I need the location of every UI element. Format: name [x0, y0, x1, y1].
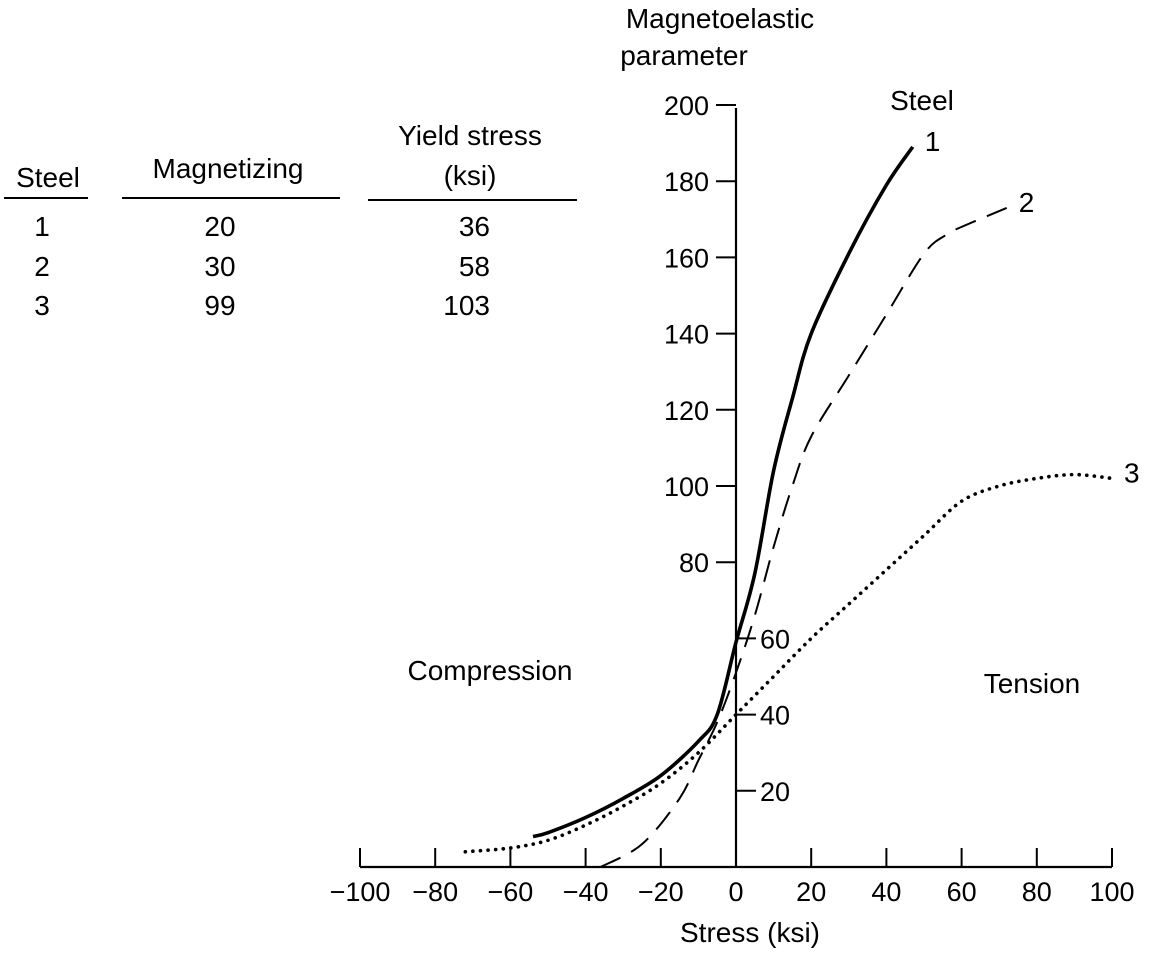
y-tick-label: 60: [760, 624, 790, 654]
table-cell-steel: 1: [34, 211, 50, 242]
x-tick-label: −60: [487, 877, 533, 907]
y-tick-label: 40: [760, 701, 790, 731]
x-tick-label: −80: [412, 877, 458, 907]
series-label-1: 1: [925, 126, 941, 157]
annotation-tension: Tension: [984, 668, 1081, 699]
series-label-2: 2: [1019, 187, 1035, 218]
table-cell-yield: 58: [459, 251, 490, 282]
x-tick-label: 80: [1022, 877, 1052, 907]
legend-title: Steel: [890, 85, 954, 116]
y-tick-label: 140: [664, 320, 709, 350]
x-tick-label: −40: [563, 877, 609, 907]
y-tick-label: 200: [664, 91, 709, 121]
series-label-3: 3: [1124, 457, 1140, 488]
table-cell-yield: 36: [459, 211, 490, 242]
series-line-3: [463, 472, 1114, 854]
x-tick-label: −100: [330, 877, 391, 907]
y-tick-label: 80: [679, 548, 709, 578]
series-layer: 1 2 3: [463, 126, 1140, 868]
y-tick-label: 180: [664, 167, 709, 197]
x-axis-label: Stress (ksi): [680, 917, 820, 948]
y-tick-label: 100: [664, 472, 709, 502]
steel-table: Steel Magnetizing Yield stress (ksi) 1 2…: [4, 120, 577, 321]
x-ticks: −100 −80 −60 −40 −20 0 20 40 60 80 100: [330, 848, 1135, 907]
x-tick-label: 100: [1089, 877, 1134, 907]
table-cell-magnetizing: 30: [204, 251, 235, 282]
table-cell-steel: 3: [34, 290, 50, 321]
table-header-yield-line2: (ksi): [444, 160, 497, 191]
y-tick-label: 120: [664, 396, 709, 426]
y-ticks: 20 40 60 80 100 120 140 160 180 200: [664, 91, 790, 807]
table-header-steel: Steel: [16, 162, 80, 193]
table-cell-magnetizing: 20: [204, 211, 235, 242]
y-axis-label-line1: Magnetoelastic: [626, 3, 814, 34]
table-cell-steel: 2: [34, 251, 50, 282]
table-header-yield-line1: Yield stress: [398, 120, 542, 151]
y-axis-label-line2: parameter: [620, 40, 748, 71]
series-line-1: [532, 145, 915, 839]
table-header-magnetizing: Magnetizing: [153, 153, 304, 184]
annotation-compression: Compression: [408, 655, 573, 686]
x-tick-label: 0: [728, 877, 743, 907]
series-line-2: [600, 206, 1008, 868]
x-tick-label: 40: [871, 877, 901, 907]
y-tick-label: 160: [664, 243, 709, 273]
table-cell-magnetizing: 99: [204, 290, 235, 321]
x-tick-label: 20: [796, 877, 826, 907]
table-cell-yield: 103: [443, 290, 490, 321]
x-tick-label: 60: [947, 877, 977, 907]
x-tick-label: −20: [638, 877, 684, 907]
y-tick-label: 20: [760, 777, 790, 807]
